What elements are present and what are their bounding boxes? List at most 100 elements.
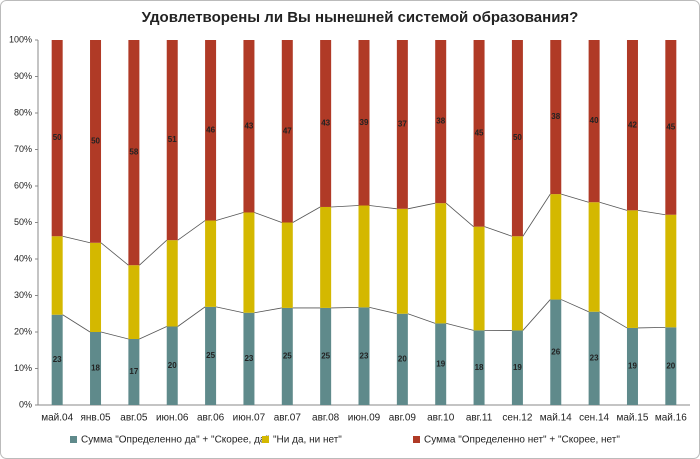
value-label: 58 bbox=[129, 148, 138, 157]
series-line bbox=[599, 201, 628, 211]
bar-segment bbox=[128, 265, 140, 339]
bar-segment bbox=[588, 202, 600, 312]
bar-segment bbox=[320, 40, 332, 207]
y-tick-label: 60% bbox=[14, 180, 32, 190]
series-line bbox=[177, 220, 206, 241]
value-label: 25 bbox=[283, 352, 292, 361]
value-label: 43 bbox=[244, 121, 253, 130]
bar-segment bbox=[588, 311, 600, 405]
bar-segment bbox=[128, 40, 140, 266]
x-tick-label: янв.05 bbox=[80, 413, 111, 424]
series-line bbox=[522, 193, 551, 237]
bar-segment bbox=[358, 307, 370, 405]
series-line bbox=[599, 311, 628, 329]
bar-segment bbox=[90, 332, 102, 405]
bar-segment bbox=[205, 220, 217, 307]
bar-segment bbox=[358, 40, 370, 206]
bar-segment bbox=[511, 236, 523, 331]
bar-segment bbox=[626, 210, 638, 328]
x-tick-label: май.04 bbox=[41, 413, 73, 424]
bar-segment bbox=[550, 40, 562, 195]
legend-swatch bbox=[413, 436, 420, 443]
series-line bbox=[292, 206, 321, 223]
bar-segment bbox=[435, 40, 447, 204]
value-label: 42 bbox=[628, 120, 637, 129]
value-label: 51 bbox=[168, 135, 177, 144]
bar-segment bbox=[396, 40, 408, 209]
y-tick-label: 80% bbox=[14, 107, 32, 117]
x-tick-label: июн.06 bbox=[156, 413, 189, 424]
value-label: 47 bbox=[283, 126, 292, 135]
series-line bbox=[331, 306, 359, 309]
y-tick-label: 0% bbox=[19, 399, 32, 409]
x-tick-label: авг.08 bbox=[312, 413, 340, 424]
value-label: 18 bbox=[91, 364, 100, 373]
value-label: 20 bbox=[398, 354, 407, 363]
bar-segment bbox=[205, 306, 217, 405]
legend-label: Сумма "Определенно да" + "Скорее, да" bbox=[81, 435, 269, 446]
x-tick-label: авг.10 bbox=[427, 413, 455, 424]
x-tick-label: сен.12 bbox=[502, 413, 532, 424]
series-line bbox=[446, 323, 474, 331]
value-label: 50 bbox=[91, 136, 100, 145]
value-label: 45 bbox=[666, 122, 675, 131]
x-tick-label: май.15 bbox=[617, 413, 649, 424]
series-line bbox=[369, 205, 397, 210]
y-tick-label: 50% bbox=[14, 217, 32, 227]
y-tick-label: 20% bbox=[14, 326, 32, 336]
series-line bbox=[216, 306, 244, 314]
legend-label: "Ни да, ни нет" bbox=[273, 435, 342, 446]
value-label: 38 bbox=[436, 117, 445, 126]
bar-segment bbox=[128, 338, 140, 405]
bar-segment bbox=[281, 40, 293, 223]
legend-swatch bbox=[262, 436, 269, 443]
value-label: 45 bbox=[475, 128, 484, 137]
value-label: 23 bbox=[360, 351, 369, 360]
series-line bbox=[254, 212, 282, 223]
bar-segment bbox=[243, 212, 255, 313]
series-line bbox=[637, 326, 666, 329]
legend-swatch bbox=[70, 436, 77, 443]
series-line bbox=[407, 313, 436, 324]
bar-segment bbox=[90, 242, 102, 332]
series-line bbox=[484, 226, 513, 237]
bar-segment bbox=[550, 194, 562, 300]
bar-segment bbox=[665, 40, 677, 215]
bar-segment bbox=[281, 307, 293, 405]
value-label: 37 bbox=[398, 120, 407, 129]
series-line bbox=[254, 307, 282, 314]
value-label: 19 bbox=[628, 362, 637, 371]
bar-segment bbox=[435, 203, 447, 324]
bar-segment bbox=[473, 330, 485, 405]
bar-segment bbox=[665, 327, 677, 405]
bar-segment bbox=[51, 40, 63, 237]
value-label: 23 bbox=[244, 354, 253, 363]
bar-segment bbox=[243, 312, 255, 405]
legend-label: Сумма "Определенно нет" + "Скорее, нет" bbox=[424, 435, 620, 446]
bar-segment bbox=[166, 326, 178, 405]
series-line bbox=[215, 212, 244, 221]
bar-segment bbox=[205, 40, 217, 221]
value-label: 20 bbox=[666, 361, 675, 370]
bar-segment bbox=[166, 240, 178, 327]
series-line bbox=[407, 202, 436, 210]
value-label: 50 bbox=[53, 133, 62, 142]
y-tick-label: 10% bbox=[14, 363, 32, 373]
value-label: 50 bbox=[513, 133, 522, 142]
value-label: 19 bbox=[436, 359, 445, 368]
series-line bbox=[177, 306, 206, 327]
bar-segment bbox=[90, 40, 102, 243]
series-line bbox=[100, 242, 129, 266]
bar-segment bbox=[588, 40, 600, 203]
bar-segment bbox=[320, 206, 332, 308]
bar-segment bbox=[243, 40, 255, 213]
value-label: 25 bbox=[206, 351, 215, 360]
bar-segment bbox=[396, 208, 408, 314]
x-tick-label: авг.07 bbox=[274, 413, 302, 424]
value-label: 38 bbox=[551, 112, 560, 121]
bar-segment bbox=[166, 40, 178, 241]
bar-segment bbox=[281, 222, 293, 308]
x-tick-label: авг.11 bbox=[466, 413, 493, 424]
value-label: 26 bbox=[551, 347, 560, 356]
